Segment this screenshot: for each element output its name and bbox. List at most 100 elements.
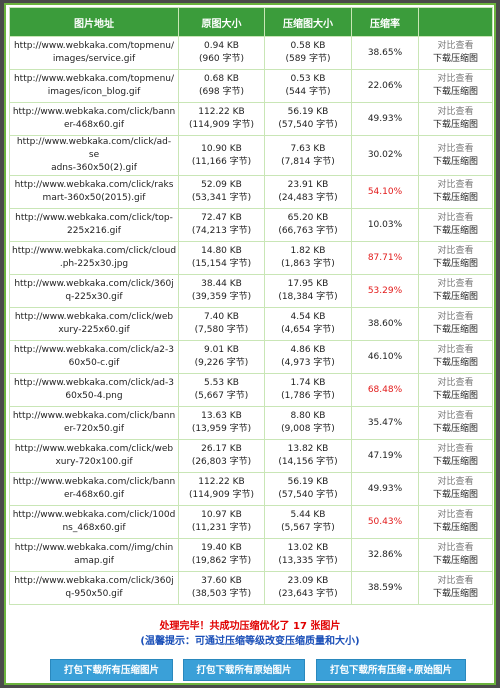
compressed-size-bytes: (24,483 字节) — [278, 193, 338, 203]
image-url-line1: http://www.webkaka.com/click/bann — [12, 477, 176, 487]
compressed-size-bytes: (9,008 字节) — [281, 424, 335, 434]
image-url-cell: http://www.webkaka.com/click/top- 225x216… — [9, 208, 179, 242]
actions-cell: 对比查看 下载压缩图 — [418, 36, 493, 70]
compare-view-link[interactable]: 对比查看 — [437, 180, 474, 190]
compressed-size-cell: 1.82 KB (1,863 字节) — [264, 241, 352, 275]
compare-view-link[interactable]: 对比查看 — [437, 444, 474, 454]
actions-cell: 对比查看 下载压缩图 — [418, 69, 493, 103]
download-compressed-link[interactable]: 下载压缩图 — [432, 457, 478, 467]
compare-view-link[interactable]: 对比查看 — [437, 477, 474, 487]
download-compressed-link[interactable]: 下载压缩图 — [432, 156, 478, 167]
download-compressed-link[interactable]: 下载压缩图 — [432, 589, 478, 599]
download-all-original-button[interactable]: 打包下载所有原始图片 — [183, 659, 305, 681]
compressed-size-kb: 4.86 KB — [290, 345, 326, 355]
download-all-both-button[interactable]: 打包下载所有压缩+原始图片 — [316, 659, 466, 681]
download-compressed-link[interactable]: 下载压缩图 — [432, 226, 478, 236]
original-size-kb: 9.01 KB — [204, 345, 239, 355]
download-compressed-link[interactable]: 下载压缩图 — [432, 523, 478, 533]
download-compressed-link[interactable]: 下载压缩图 — [432, 490, 478, 500]
compare-view-link[interactable]: 对比查看 — [437, 279, 474, 289]
image-url-line2: images/icon_blog.gif — [47, 87, 141, 97]
results-panel: 图片地址 原图大小 压缩图大小 压缩率 http://www.webkaka.c… — [4, 3, 496, 685]
compare-view-link[interactable]: 对比查看 — [437, 246, 474, 256]
image-url-cell: http://www.webkaka.com/click/ad-se adns-3… — [9, 135, 179, 176]
download-compressed-link[interactable]: 下载压缩图 — [432, 87, 478, 97]
compare-view-link[interactable]: 对比查看 — [437, 143, 474, 154]
image-url-line2: q-225x30.gif — [65, 292, 123, 302]
download-compressed-link[interactable]: 下载压缩图 — [432, 424, 478, 434]
original-size-kb: 0.94 KB — [204, 41, 239, 51]
table-header-row: 图片地址 原图大小 压缩图大小 压缩率 — [9, 7, 493, 37]
original-size-cell: 19.40 KB (19,862 字节) — [178, 538, 265, 572]
original-size-cell: 38.44 KB (39,359 字节) — [178, 274, 265, 308]
image-url-line2: 60x50-c.gif — [68, 358, 120, 368]
compressed-size-cell: 23.91 KB (24,483 字节) — [264, 175, 352, 209]
original-size-kb: 72.47 KB — [201, 213, 242, 223]
compare-view-link[interactable]: 对比查看 — [437, 74, 474, 84]
download-compressed-link[interactable]: 下载压缩图 — [432, 292, 478, 302]
actions-cell: 对比查看 下载压缩图 — [418, 340, 493, 374]
compression-rate: 46.10% — [351, 340, 419, 374]
image-url-cell: http://www.webkaka.com/click/100d ns_468x… — [9, 505, 179, 539]
original-size-cell: 26.17 KB (26,803 字节) — [178, 439, 265, 473]
original-size-kb: 37.60 KB — [201, 576, 242, 586]
compare-view-link[interactable]: 对比查看 — [437, 345, 474, 355]
download-compressed-link[interactable]: 下载压缩图 — [432, 54, 478, 64]
compressed-size-kb: 23.91 KB — [287, 180, 329, 190]
column-header-url: 图片地址 — [9, 7, 179, 37]
compressed-size-kb: 7.63 KB — [290, 143, 326, 154]
original-size-kb: 38.44 KB — [201, 279, 242, 289]
compressed-size-bytes: (14,156 字节) — [278, 457, 338, 467]
image-url-line1: http://www.webkaka.com/click/web — [14, 312, 174, 322]
original-size-cell: 0.94 KB (960 字节) — [178, 36, 265, 70]
image-url-cell: http://www.webkaka.com/click/360j q-950x5… — [9, 571, 179, 605]
table-row: http://www.webkaka.com/click/bann er-720x… — [9, 406, 493, 440]
compare-view-link[interactable]: 对比查看 — [437, 312, 474, 322]
image-url-cell: http://www.webkaka.com/click/web xury-720… — [9, 439, 179, 473]
compare-view-link[interactable]: 对比查看 — [437, 107, 474, 117]
download-compressed-link[interactable]: 下载压缩图 — [432, 120, 478, 130]
original-size-bytes: (7,580 字节) — [194, 325, 249, 335]
download-compressed-link[interactable]: 下载压缩图 — [432, 193, 478, 203]
image-url-line2: .ph-225x30.jpg — [59, 259, 129, 269]
compression-rate: 54.10% — [351, 175, 419, 209]
image-url-line1: http://www.webkaka.com/click/bann — [12, 411, 176, 421]
compare-view-link[interactable]: 对比查看 — [437, 576, 474, 586]
original-size-kb: 19.40 KB — [201, 543, 242, 553]
original-size-cell: 5.53 KB (5,667 字节) — [178, 373, 265, 407]
original-size-bytes: (11,231 字节) — [191, 523, 252, 533]
table-row: http://www.webkaka.com/click/cloud .ph-22… — [9, 241, 493, 275]
download-compressed-link[interactable]: 下载压缩图 — [432, 556, 478, 566]
compare-view-link[interactable]: 对比查看 — [437, 411, 474, 421]
image-url-line1: http://www.webkaka.com/click/100d — [12, 510, 176, 520]
actions-cell: 对比查看 下载压缩图 — [418, 406, 493, 440]
compare-view-link[interactable]: 对比查看 — [437, 543, 474, 553]
original-size-kb: 10.90 KB — [201, 143, 242, 154]
original-size-cell: 9.01 KB (9,226 字节) — [178, 340, 265, 374]
compare-view-link[interactable]: 对比查看 — [437, 213, 474, 223]
compare-view-link[interactable]: 对比查看 — [437, 41, 474, 51]
compressed-size-kb: 13.02 KB — [287, 543, 329, 553]
compressed-size-kb: 8.80 KB — [290, 411, 326, 421]
image-url-line2: xury-720x100.gif — [55, 457, 133, 467]
download-compressed-link[interactable]: 下载压缩图 — [432, 325, 478, 335]
original-size-bytes: (53,341 字节) — [191, 193, 252, 203]
download-compressed-link[interactable]: 下载压缩图 — [432, 358, 478, 368]
download-compressed-link[interactable]: 下载压缩图 — [432, 391, 478, 401]
actions-cell: 对比查看 下载压缩图 — [418, 439, 493, 473]
image-url-line2: er-468x60.gif — [63, 490, 125, 500]
download-compressed-link[interactable]: 下载压缩图 — [432, 259, 478, 269]
table-row: http://www.webkaka.com/click/bann er-468x… — [9, 102, 493, 136]
actions-cell: 对比查看 下载压缩图 — [418, 373, 493, 407]
completion-message: 处理完毕！共成功压缩优化了 17 张图片 — [159, 621, 341, 632]
download-all-compressed-button[interactable]: 打包下载所有压缩图片 — [50, 659, 173, 681]
compressed-size-cell: 23.09 KB (23,643 字节) — [264, 571, 352, 605]
compressed-size-kb: 1.74 KB — [290, 378, 326, 388]
image-url-cell: http://www.webkaka.com/click/raks mart-36… — [9, 175, 179, 209]
compare-view-link[interactable]: 对比查看 — [437, 510, 474, 520]
compression-rate: 30.02% — [351, 135, 419, 176]
column-header-original-size: 原图大小 — [178, 7, 265, 37]
compare-view-link[interactable]: 对比查看 — [437, 378, 474, 388]
original-size-bytes: (9,226 字节) — [194, 358, 249, 368]
original-size-cell: 52.09 KB (53,341 字节) — [178, 175, 265, 209]
